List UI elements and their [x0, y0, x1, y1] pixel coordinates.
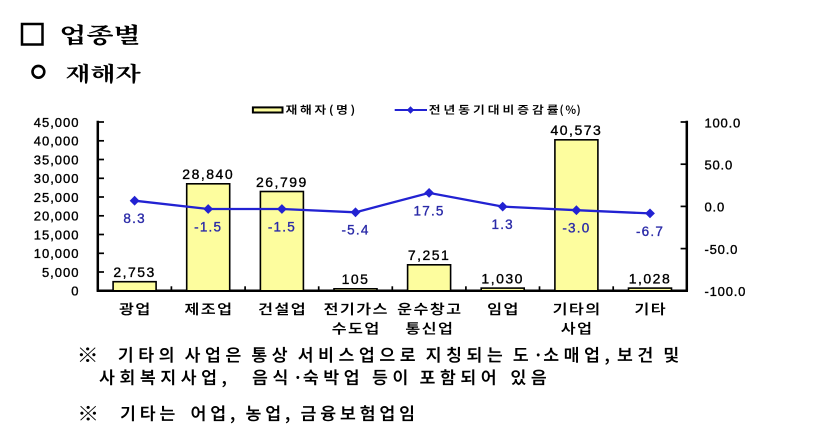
svg-text:-50.0: -50.0	[705, 242, 739, 257]
svg-text:8.3: 8.3	[123, 211, 145, 226]
svg-text:17.5: 17.5	[414, 203, 445, 218]
svg-text:0: 0	[71, 284, 79, 299]
svg-text:1,028: 1,028	[629, 271, 672, 287]
svg-text:35,000: 35,000	[34, 152, 80, 167]
svg-text:20,000: 20,000	[34, 209, 80, 224]
svg-text:5,000: 5,000	[42, 265, 80, 280]
svg-text:100.0: 100.0	[705, 115, 742, 130]
svg-text:0.0: 0.0	[705, 200, 725, 215]
svg-text:45,000: 45,000	[34, 115, 80, 130]
svg-text:-5.4: -5.4	[341, 223, 369, 238]
svg-text:105: 105	[342, 271, 370, 287]
svg-text:-3.0: -3.0	[562, 221, 590, 236]
svg-text:2,753: 2,753	[113, 264, 156, 280]
svg-text:-6.7: -6.7	[636, 224, 664, 239]
svg-text:28,840: 28,840	[182, 166, 234, 182]
svg-text:25,000: 25,000	[34, 190, 80, 205]
svg-text:1,030: 1,030	[481, 271, 524, 287]
svg-text:1.3: 1.3	[492, 217, 514, 232]
svg-text:10,000: 10,000	[34, 246, 80, 261]
svg-text:-1.5: -1.5	[194, 219, 222, 234]
svg-text:7,251: 7,251	[408, 247, 451, 263]
svg-text:-1.5: -1.5	[268, 219, 296, 234]
svg-text:50.0: 50.0	[705, 158, 734, 173]
svg-text:-100.0: -100.0	[705, 284, 747, 299]
svg-text:15,000: 15,000	[34, 227, 80, 242]
svg-text:30,000: 30,000	[34, 171, 80, 186]
svg-text:40,573: 40,573	[550, 122, 602, 138]
svg-text:26,799: 26,799	[256, 174, 308, 190]
svg-text:40,000: 40,000	[34, 134, 80, 149]
